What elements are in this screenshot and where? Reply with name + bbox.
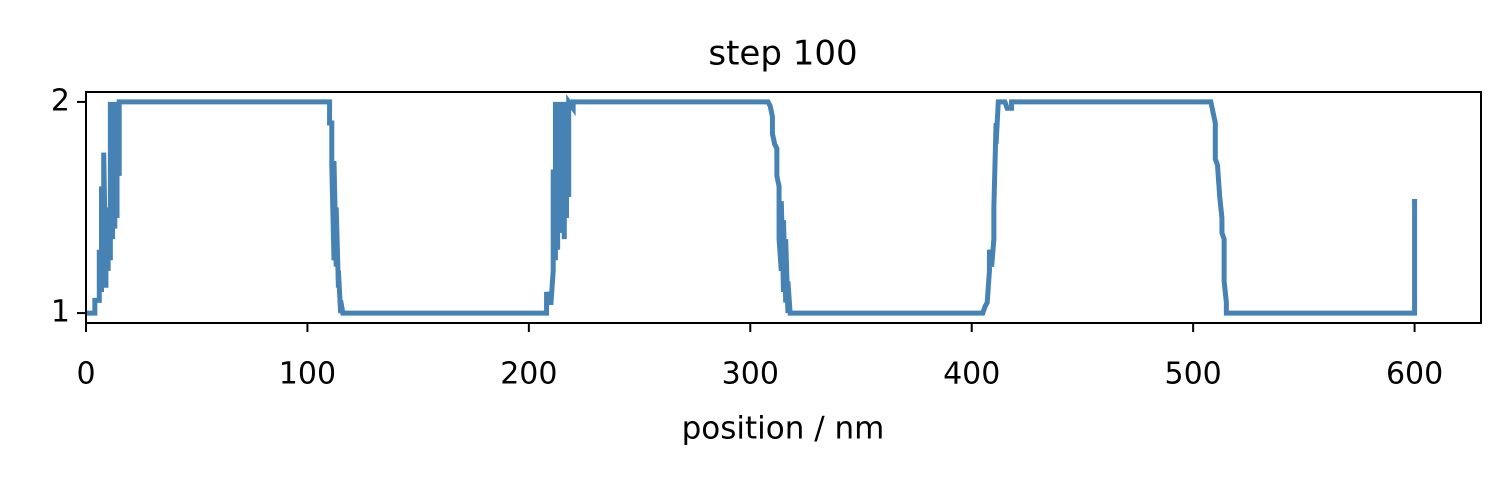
y-tick-label: 2 bbox=[51, 83, 70, 118]
x-tick-label: 600 bbox=[1386, 357, 1443, 392]
x-tick-label: 100 bbox=[279, 357, 336, 392]
x-axis-label: position / nm bbox=[682, 411, 885, 447]
x-tick-label: 300 bbox=[722, 357, 779, 392]
chart-title: step 100 bbox=[708, 34, 857, 74]
x-tick-label: 0 bbox=[76, 357, 95, 392]
data-line bbox=[86, 93, 1418, 316]
x-tick-label: 400 bbox=[943, 357, 1000, 392]
x-tick-label: 500 bbox=[1165, 357, 1222, 392]
y-tick-label: 1 bbox=[51, 295, 70, 330]
x-tick-label: 200 bbox=[500, 357, 557, 392]
plot-frame bbox=[85, 91, 1482, 324]
